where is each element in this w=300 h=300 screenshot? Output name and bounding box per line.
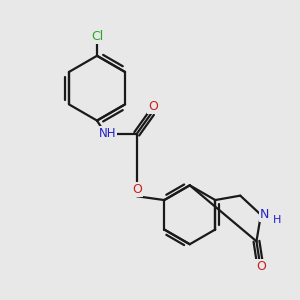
Text: O: O: [148, 100, 158, 113]
Text: N: N: [260, 208, 269, 221]
Text: Cl: Cl: [91, 30, 103, 43]
Text: O: O: [256, 260, 266, 273]
Text: NH: NH: [99, 127, 116, 140]
Text: H: H: [273, 215, 281, 225]
Text: O: O: [132, 183, 142, 196]
